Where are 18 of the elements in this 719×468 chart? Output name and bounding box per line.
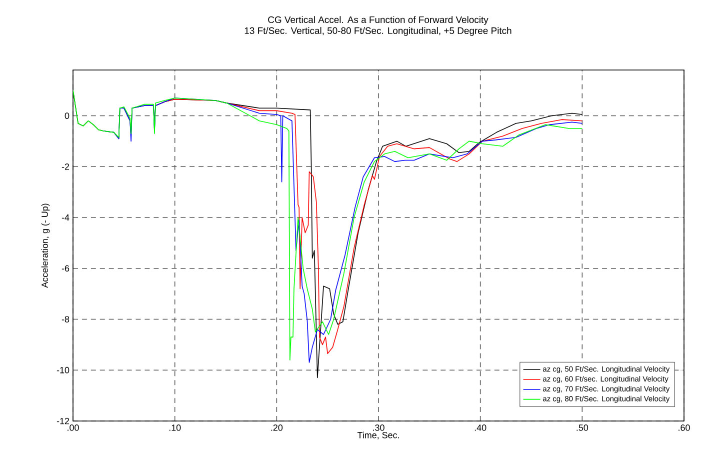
x-tick-label: .40 bbox=[474, 424, 486, 431]
y-tick-label: -8 bbox=[62, 316, 70, 322]
y-tick-label: -12 bbox=[56, 418, 70, 424]
y-tick-label: -2 bbox=[62, 164, 70, 170]
x-tick-label: .30 bbox=[373, 424, 384, 431]
x-tick-label: .20 bbox=[271, 424, 283, 431]
x-tick-label: .60 bbox=[678, 424, 690, 431]
y-tick-label: -10 bbox=[56, 366, 70, 374]
chart-title: CG Vertical Accel. As a Function of Forward Velocity bbox=[268, 16, 488, 25]
y-axis-title: Acceleration, g (- Up) bbox=[41, 204, 50, 288]
x-tick-label: .10 bbox=[169, 424, 181, 431]
x-axis-title: Time, Sec. bbox=[357, 432, 399, 440]
x-tick-label: .00 bbox=[68, 424, 79, 431]
x-tick-label: .50 bbox=[576, 424, 588, 431]
chart-subtitle: 13 Ft/Sec. Vertical, 50-80 Ft/Sec. Longitudinal, +5 Degree Pitch bbox=[244, 27, 512, 36]
y-tick-label: -4 bbox=[62, 214, 70, 221]
y-tick-label: 0 bbox=[64, 112, 70, 119]
y-tick-label: -6 bbox=[62, 265, 70, 272]
